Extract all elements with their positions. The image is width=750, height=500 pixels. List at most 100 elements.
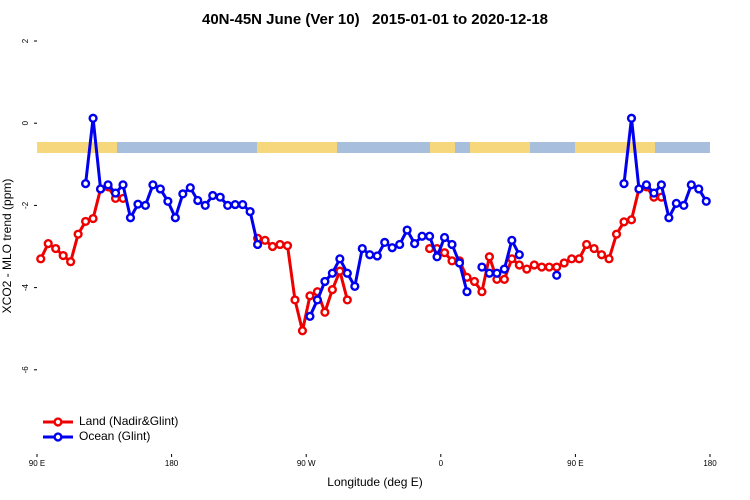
data-point [477,262,487,272]
data-point [447,256,457,266]
data-point [110,188,121,198]
data-point [544,262,554,272]
data-point [252,239,263,250]
data-point [36,254,46,264]
data-point [619,217,629,227]
data-point [260,235,270,245]
legend-label: Land (Nadir&Glint) [79,414,178,428]
data-point [43,239,53,249]
data-point [95,184,106,194]
data-point [454,258,465,268]
x-tick-label: 0 [439,459,444,468]
data-point [664,213,674,223]
data-point [267,241,278,252]
data-point [185,183,195,193]
data-point [118,180,128,190]
x-tick-label: 90 E [567,459,583,468]
x-tick-label: 90 E [29,459,45,468]
data-point [484,252,495,262]
data-point [410,239,420,249]
data-point [619,179,629,189]
data-point [73,229,83,239]
data-point [215,192,225,202]
data-point [701,196,711,206]
mask-land [575,142,655,153]
data-point [275,239,285,250]
data-point [611,229,622,239]
data-point [170,213,180,223]
data-point [208,190,218,201]
data-point [439,248,450,258]
data-point [387,243,397,253]
data-point [178,189,188,199]
data-point [155,184,165,194]
mask-ocean [37,142,710,153]
data-point [88,213,98,224]
data-point [447,239,457,250]
mask-land [37,142,117,153]
data-point [103,180,113,190]
data-point [282,241,293,251]
data-point [589,243,599,254]
data-point [312,295,323,305]
data-point [305,311,315,321]
data-point [357,243,367,254]
legend-marker [53,432,63,442]
data-point [634,184,644,194]
data-point [626,113,637,123]
y-tick-label: 2 [21,38,30,43]
data-point [395,239,405,250]
y-tick-label: -2 [21,201,30,209]
data-point [320,307,330,317]
data-point [649,188,659,198]
data-point [492,268,502,278]
data-point [507,254,517,264]
data-point [342,295,352,305]
data-point [514,250,524,260]
data-point [537,262,547,272]
data-point [51,243,61,254]
x-tick-label: 180 [703,459,717,468]
x-tick-label: 180 [165,459,179,468]
data-point [335,266,345,276]
data-point [439,232,450,243]
data-point [522,264,532,274]
data-point [641,180,652,190]
mask-land [430,142,455,153]
data-point [133,199,143,209]
data-point [432,252,442,262]
data-point [529,260,539,270]
data-point [193,195,203,206]
data-point [245,206,255,217]
data-point [320,276,330,287]
data-point [81,216,91,227]
mask-land [470,142,530,153]
data-point [469,276,480,287]
data-point [140,200,151,211]
data-point [125,213,136,223]
data-point [81,179,91,189]
data-point [567,254,577,264]
data-point [499,274,509,284]
data-point [499,264,509,274]
data-point [58,250,68,261]
data-point [626,215,637,225]
data-point [365,250,375,260]
data-point [163,196,173,206]
data-point [552,262,562,272]
chart-title: 40N-45N June (Ver 10) 2015-01-01 to 2020… [202,11,548,28]
data-point [290,295,300,305]
data-point [417,231,427,241]
y-axis-label: XCO2 - MLO trend (ppm) [0,179,14,314]
data-point [200,200,210,211]
data-point [424,231,435,241]
data-point [559,258,569,268]
data-point [402,225,412,235]
x-tick-label: 90 W [297,459,316,468]
data-point [686,180,696,190]
land-ocean-mask [37,142,710,153]
y-tick-label: -4 [21,283,30,291]
data-point [574,254,584,264]
data-point [305,291,315,301]
